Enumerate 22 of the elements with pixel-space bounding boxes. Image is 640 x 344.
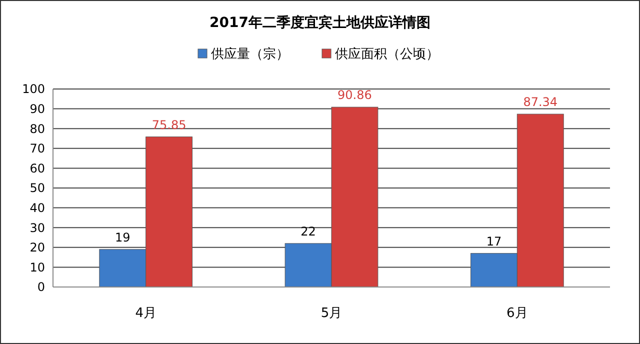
- x-tick-label: 5月: [320, 306, 342, 321]
- y-tick-label: 70: [30, 142, 45, 156]
- y-tick-label: 20: [30, 240, 45, 255]
- y-tick-label: 50: [30, 181, 45, 196]
- y-tick-label: 100: [22, 82, 45, 96]
- data-label: 17: [486, 234, 502, 248]
- y-tick-label: 60: [30, 161, 45, 176]
- legend-label: 供应量（宗）: [211, 46, 289, 62]
- legend-label: 供应面积（公顷）: [335, 46, 439, 62]
- y-tick-label: 30: [30, 220, 45, 235]
- data-label: 87.34: [523, 95, 558, 110]
- chart-title: 2017年二季度宜宾土地供应详情图: [210, 14, 430, 31]
- x-tick-label: 4月: [135, 306, 156, 321]
- data-label: 19: [114, 230, 130, 244]
- data-label: 90.86: [338, 88, 372, 102]
- x-tick-label: 6月: [506, 306, 528, 321]
- y-tick-label: 10: [30, 260, 45, 274]
- y-tick-label: 90: [30, 102, 45, 116]
- y-tick-label: 0: [37, 280, 45, 294]
- y-tick-label: 40: [30, 201, 45, 215]
- y-tick-label: 80: [30, 122, 45, 136]
- data-label: 22: [300, 224, 316, 238]
